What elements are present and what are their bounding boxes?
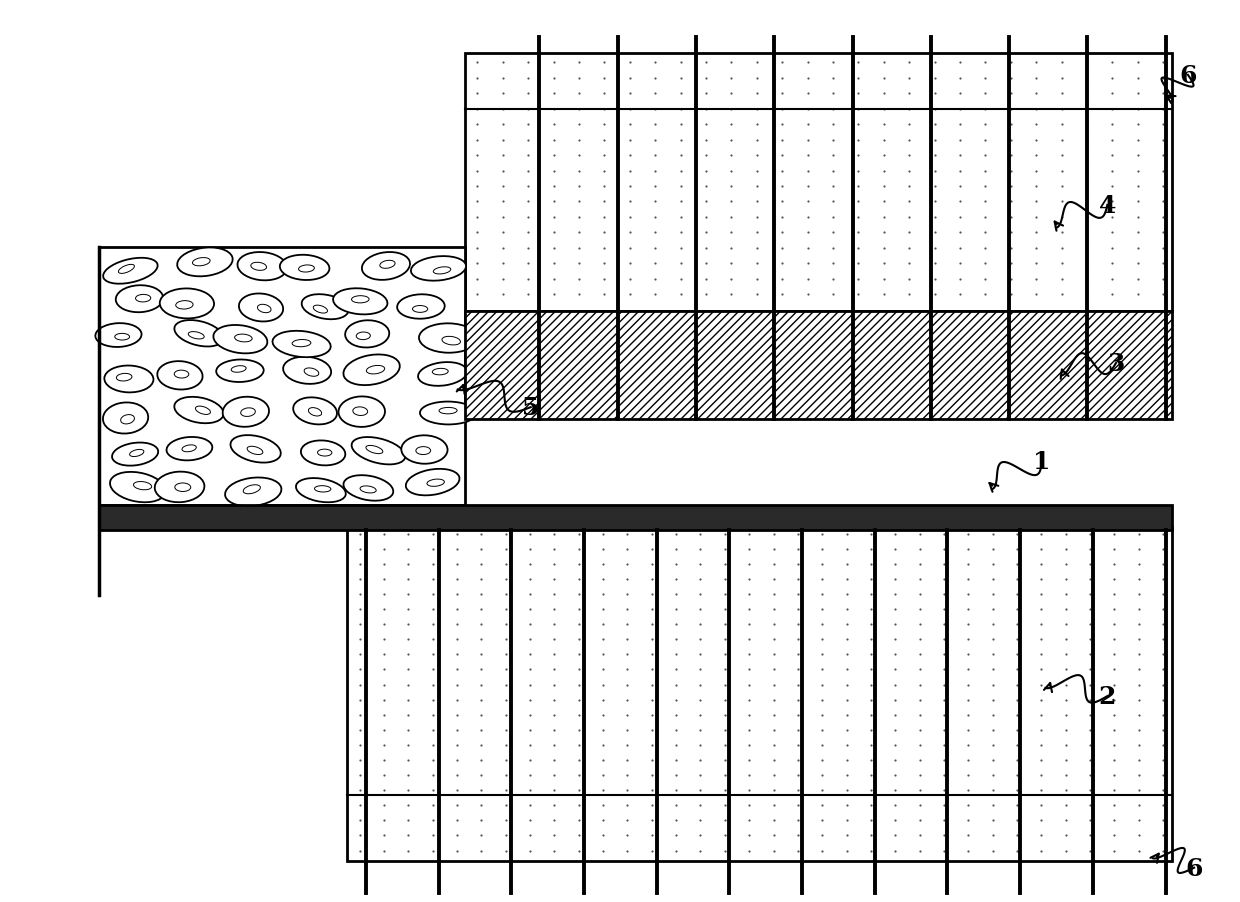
Ellipse shape [104,366,154,393]
Ellipse shape [433,369,448,375]
Ellipse shape [427,480,444,487]
Ellipse shape [157,362,202,390]
Ellipse shape [216,360,264,382]
Ellipse shape [420,402,476,425]
Ellipse shape [175,371,188,379]
Ellipse shape [415,447,430,456]
Ellipse shape [366,446,383,454]
Ellipse shape [238,253,286,281]
Ellipse shape [243,485,260,494]
Ellipse shape [356,333,371,340]
Ellipse shape [258,305,272,313]
Ellipse shape [196,407,211,415]
Ellipse shape [226,478,281,507]
Ellipse shape [213,326,268,354]
Ellipse shape [110,473,166,502]
Bar [99,505,1172,530]
Text: 6: 6 [1179,64,1197,87]
Text: 1: 1 [1033,450,1050,474]
Ellipse shape [155,472,205,502]
Ellipse shape [441,337,460,345]
Ellipse shape [247,446,263,455]
Text: 4: 4 [1099,194,1116,217]
Ellipse shape [234,335,252,343]
Ellipse shape [176,301,193,309]
Ellipse shape [410,257,466,281]
Ellipse shape [362,253,410,281]
Ellipse shape [239,294,283,322]
Ellipse shape [379,261,396,269]
Ellipse shape [231,436,280,463]
Ellipse shape [418,363,467,386]
Ellipse shape [352,297,370,304]
Ellipse shape [293,340,311,347]
Ellipse shape [241,409,255,417]
Ellipse shape [192,258,210,266]
Ellipse shape [175,398,223,424]
Bar [465,54,1172,311]
Text: 3: 3 [1107,352,1125,375]
Ellipse shape [366,366,384,374]
Ellipse shape [433,268,451,274]
Ellipse shape [223,397,269,428]
Ellipse shape [283,357,331,384]
Ellipse shape [95,324,141,347]
Ellipse shape [135,295,151,302]
Bar [99,248,465,505]
Ellipse shape [177,248,233,277]
Ellipse shape [118,265,134,274]
Ellipse shape [231,366,247,373]
Ellipse shape [250,263,267,271]
Ellipse shape [304,369,319,377]
Ellipse shape [175,483,191,492]
Ellipse shape [343,475,393,502]
Ellipse shape [314,306,327,314]
Ellipse shape [343,355,399,386]
Ellipse shape [280,255,330,281]
Ellipse shape [160,290,215,319]
Ellipse shape [103,403,149,434]
Bar [465,311,1172,419]
Ellipse shape [299,265,315,272]
Ellipse shape [301,441,345,465]
Ellipse shape [402,436,448,465]
Text: 2: 2 [1099,685,1116,708]
Ellipse shape [296,479,346,502]
Ellipse shape [188,332,205,339]
Text: 6: 6 [1185,856,1203,879]
Ellipse shape [360,486,376,493]
Ellipse shape [115,286,164,313]
Ellipse shape [293,398,337,425]
Ellipse shape [419,324,477,354]
Ellipse shape [317,449,332,456]
Ellipse shape [273,331,331,358]
Ellipse shape [353,408,367,416]
Ellipse shape [130,450,144,457]
Ellipse shape [166,437,212,461]
Ellipse shape [309,408,321,417]
Ellipse shape [352,437,405,465]
Ellipse shape [115,334,129,341]
Ellipse shape [120,415,134,425]
Ellipse shape [112,443,159,466]
Ellipse shape [405,469,460,496]
Ellipse shape [397,295,445,319]
Ellipse shape [134,482,151,491]
Ellipse shape [334,289,387,315]
Ellipse shape [439,408,458,414]
Ellipse shape [413,306,428,313]
Ellipse shape [175,321,223,347]
Ellipse shape [315,486,331,492]
Ellipse shape [117,374,131,382]
Ellipse shape [182,446,196,452]
Text: 5: 5 [522,396,539,419]
Ellipse shape [301,295,348,320]
Bar [347,528,1172,861]
Ellipse shape [103,259,157,284]
Ellipse shape [345,321,389,348]
Ellipse shape [339,397,384,428]
